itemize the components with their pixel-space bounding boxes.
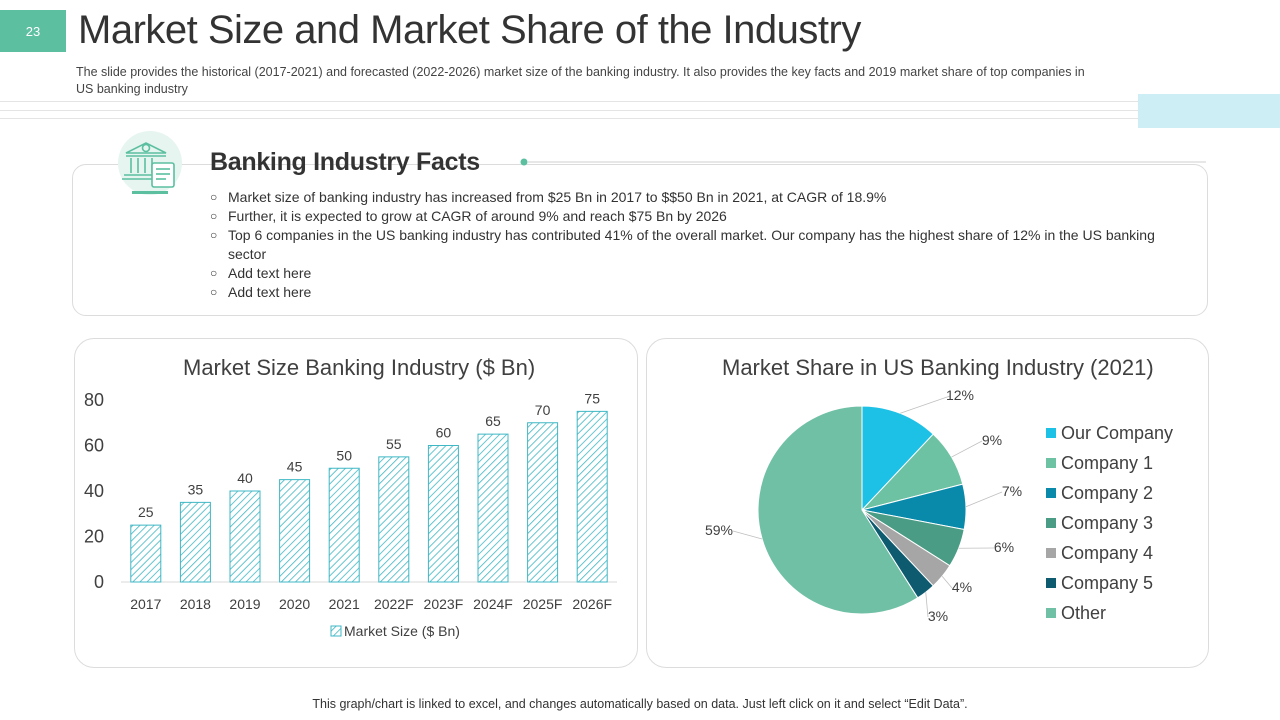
legend-swatch (1046, 608, 1056, 618)
decorative-accent-block (1138, 94, 1280, 128)
bar-chart-title: Market Size Banking Industry ($ Bn) (183, 355, 536, 380)
divider-line (0, 110, 1138, 111)
facts-list-item: Market size of banking industry has incr… (210, 188, 1180, 207)
legend-swatch (1046, 488, 1056, 498)
legend-label: Company 2 (1061, 482, 1154, 503)
heading-dot-line (520, 158, 1206, 166)
facts-list: Market size of banking industry has incr… (210, 188, 1180, 302)
legend-item: Company 3 (1046, 508, 1173, 538)
legend-item: Our Company (1046, 418, 1173, 448)
facts-list-item: Add text here (210, 283, 1180, 302)
facts-box (72, 164, 1208, 316)
legend-label: Company 3 (1061, 512, 1154, 533)
slide-number: 23 (0, 10, 66, 52)
legend-label: Other (1061, 602, 1107, 623)
bank-icon (118, 131, 182, 195)
legend-item: Company 4 (1046, 538, 1173, 568)
facts-list-item: Top 6 companies in the US banking indust… (210, 226, 1180, 264)
legend-label: Company 1 (1061, 452, 1154, 473)
legend-label: Company 4 (1061, 542, 1154, 563)
facts-list-item: Add text here (210, 264, 1180, 283)
page-title: Market Size and Market Share of the Indu… (78, 8, 861, 52)
facts-heading: Banking Industry Facts (210, 148, 480, 176)
legend-swatch (1046, 548, 1056, 558)
divider-line (0, 101, 1138, 102)
facts-list-item: Further, it is expected to grow at CAGR … (210, 207, 1180, 226)
footer-note: This graph/chart is linked to excel, and… (312, 697, 968, 711)
legend-swatch (1046, 578, 1056, 588)
legend-label: Our Company (1061, 422, 1174, 443)
legend-swatch (1046, 518, 1056, 528)
legend-item: Company 5 (1046, 568, 1173, 598)
legend-label: Company 5 (1061, 572, 1154, 593)
legend-item: Other (1046, 598, 1173, 628)
legend-swatch (1046, 428, 1056, 438)
pie-chart-title: Market Share in US Banking Industry (202… (722, 355, 1154, 380)
pie-chart-panel (646, 338, 1209, 668)
legend-item: Company 1 (1046, 448, 1173, 478)
page-subtitle: The slide provides the historical (2017-… (76, 65, 1085, 96)
legend-item: Company 2 (1046, 478, 1173, 508)
divider-line (0, 118, 1138, 119)
pie-legend: Our Company Company 1 Company 2 Company 3 Co… (1046, 418, 1173, 628)
legend-swatch (1046, 458, 1056, 468)
bar-chart-panel (74, 338, 638, 668)
